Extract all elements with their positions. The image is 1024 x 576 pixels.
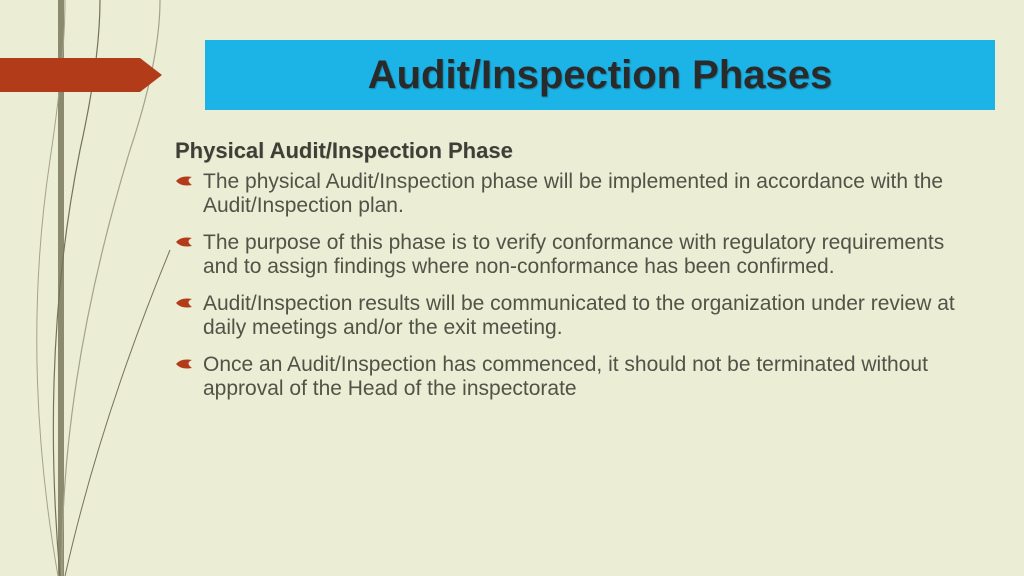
leaf-bullet-icon [175,296,193,310]
list-item: The physical Audit/Inspection phase will… [175,170,985,217]
list-item: Audit/Inspection results will be communi… [175,292,985,339]
leaf-bullet-icon [175,235,193,249]
leaf-bullet-icon [175,357,193,371]
bullet-text: The purpose of this phase is to verify c… [203,231,944,278]
bullet-list: The physical Audit/Inspection phase will… [175,170,985,400]
arrow-accent-icon [0,58,162,92]
title-bar: Audit/Inspection Phases [205,40,995,110]
slide: Audit/Inspection Phases Physical Audit/I… [0,0,1024,576]
leaf-bullet-icon [175,174,193,188]
slide-title: Audit/Inspection Phases [368,53,833,98]
bullet-text: The physical Audit/Inspection phase will… [203,170,943,217]
bullet-text: Audit/Inspection results will be communi… [203,292,955,339]
subheading: Physical Audit/Inspection Phase [175,138,985,164]
list-item: The purpose of this phase is to verify c… [175,231,985,278]
list-item: Once an Audit/Inspection has commenced, … [175,353,985,400]
bullet-text: Once an Audit/Inspection has commenced, … [203,353,928,400]
content-area: Physical Audit/Inspection Phase The phys… [175,138,985,414]
